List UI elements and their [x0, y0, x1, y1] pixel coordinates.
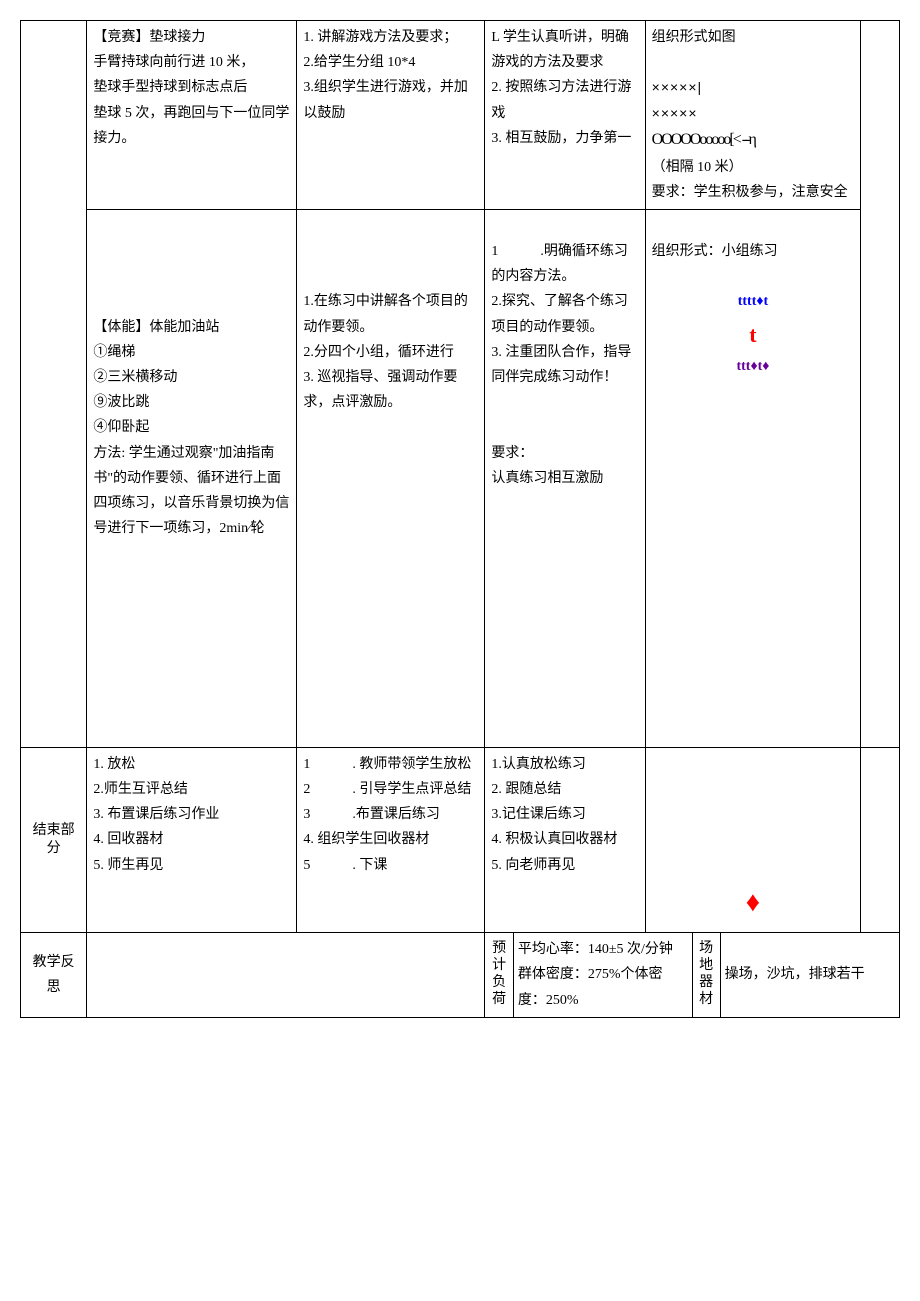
end-student-3: 3.记住课后练习	[491, 802, 638, 827]
cell-competition-org: 组织形式如图 ×××××| ××××× OOOOOooooo[< --η （相隔…	[645, 21, 861, 210]
cell-ending-student: 1.认真放松练习 2. 跟随总结 3.记住课后练习 4. 积极认真回收器材 5.…	[485, 747, 645, 932]
cell-load-label: 预计负荷	[485, 933, 513, 1017]
comp-teacher-2: 2.给学生分组 10*4	[303, 50, 478, 75]
comp-org-sym2: ×××××	[652, 101, 855, 126]
fitness-title: 【体能】体能加油站	[93, 315, 290, 340]
cell-reflection-empty	[87, 933, 485, 1018]
row-ending: 结束部分 1. 放松 2.师生互评总结 3. 布置课后练习作业 4. 回收器材 …	[21, 747, 900, 932]
cell-competition-student: L 学生认真听讲，明确游戏的方法及要求 2. 按照练习方法进行游戏 3. 相互鼓…	[485, 21, 645, 210]
end-teacher-5: 5 . 下课	[303, 853, 478, 878]
cell-fitness-content: 【体能】体能加油站 ①绳梯 ②三米横移动 ⑨波比跳 ④仰卧起 方法: 学生通过观…	[87, 209, 297, 747]
end-content-1: 1. 放松	[93, 752, 290, 777]
cell-competition-content: 【竞赛】垫球接力 手臂持球向前行进 10 米， 垫球手型持球到标志点后 垫球 5…	[87, 21, 297, 210]
lesson-plan-table: 【竞赛】垫球接力 手臂持球向前行进 10 米， 垫球手型持球到标志点后 垫球 5…	[20, 20, 900, 1018]
equip-label-text: 场地器材	[699, 941, 713, 1006]
fit-org-title: 组织形式：小组练习	[652, 239, 855, 264]
fit-student-req-label: 要求：	[491, 441, 638, 466]
end-org-diamond: ♦	[746, 887, 760, 918]
fitness-l2: ②三米横移动	[93, 365, 290, 390]
end-teacher-3: 3 .布置课后练习	[303, 802, 478, 827]
fit-student-3: 3. 注重团队合作，指导同伴完成练习动作！	[491, 340, 638, 390]
cell-competition-teacher: 1. 讲解游戏方法及要求； 2.给学生分组 10*4 3.组织学生进行游戏，并加…	[297, 21, 485, 210]
fit-student-req-text: 认真练习相互激励	[491, 466, 638, 491]
comp-student-2: 2. 按照练习方法进行游戏	[491, 75, 638, 125]
comp-student-3: 3. 相互鼓励，力争第一	[491, 126, 638, 151]
comp-teacher-3: 3.组织学生进行游戏，并加以鼓励	[303, 75, 478, 125]
section-ending-label: 结束部分	[21, 747, 87, 932]
reflection-label-text: 教学反思	[33, 955, 75, 995]
competition-title: 【竞赛】垫球接力	[93, 25, 290, 50]
fit-org-sym3: ttt♦t♦	[736, 359, 769, 374]
end-student-2: 2. 跟随总结	[491, 777, 638, 802]
end-content-2: 2.师生互评总结	[93, 777, 290, 802]
cell-fitness-student: 1 .明确循环练习的内容方法。 2.探究、了解各个练习项目的动作要领。 3. 注…	[485, 209, 645, 747]
cell-equip-content: 操场，沙坑，排球若干	[720, 933, 899, 1017]
comp-teacher-1: 1. 讲解游戏方法及要求；	[303, 25, 478, 50]
footer-nested-table: 预计负荷 平均心率：140±5 次/分钟 群体密度：275%个体密度：250% …	[485, 933, 899, 1017]
fit-teacher-3: 3. 巡视指导、强调动作要求，点评激励。	[303, 365, 478, 415]
cell-time-empty-1	[861, 21, 900, 748]
end-teacher-1: 1 . 教师带领学生放松	[303, 752, 478, 777]
end-student-5: 5. 向老师再见	[491, 853, 638, 878]
competition-line2: 垫球手型持球到标志点后	[93, 75, 290, 100]
cell-fitness-org: 组织形式：小组练习 tttt♦t t ttt♦t♦	[645, 209, 861, 747]
cell-footer-nested: 预计负荷 平均心率：140±5 次/分钟 群体密度：275%个体密度：250% …	[485, 933, 900, 1018]
comp-student-1: L 学生认真听讲，明确游戏的方法及要求	[491, 25, 638, 75]
end-teacher-4: 4. 组织学生回收器材	[303, 827, 478, 852]
fit-student-1: 1 .明确循环练习的内容方法。	[491, 239, 638, 289]
fit-org-sym2: t	[749, 322, 756, 347]
end-content-5: 5. 师生再见	[93, 853, 290, 878]
fitness-l1: ①绳梯	[93, 340, 290, 365]
load-label-text: 预计负荷	[492, 941, 506, 1006]
competition-line3: 垫球 5 次，再跑回与下一位同学接力。	[93, 101, 290, 151]
fitness-l4: ④仰卧起	[93, 415, 290, 440]
comp-org-sym3: OOOOOooooo[< --η	[652, 126, 855, 155]
end-student-1: 1.认真放松练习	[491, 752, 638, 777]
fit-org-sym1: tttt♦t	[738, 294, 768, 309]
cell-fitness-teacher: 1.在练习中讲解各个项目的动作要领。 2.分四个小组，循环进行 3. 巡视指导、…	[297, 209, 485, 747]
fit-teacher-2: 2.分四个小组，循环进行	[303, 340, 478, 365]
fitness-method: 方法: 学生通过观察"加油指南书"的动作要领、循环进行上面四项练习，以音乐背景切…	[93, 441, 290, 542]
load-text-1: 平均心率：140±5 次/分钟	[518, 937, 688, 962]
cell-time-empty-2	[861, 747, 900, 932]
comp-org-sym1: ×××××|	[652, 75, 855, 100]
equip-text: 操场，沙坑，排球若干	[725, 967, 865, 982]
cell-equip-label: 场地器材	[692, 933, 720, 1017]
cell-ending-teacher: 1 . 教师带领学生放松 2 . 引导学生点评总结 3 .布置课后练习 4. 组…	[297, 747, 485, 932]
fitness-l3: ⑨波比跳	[93, 390, 290, 415]
competition-line1: 手臂持球向前行进 10 米，	[93, 50, 290, 75]
row-footer: 教学反思 预计负荷 平均心率：140±5 次/分钟 群体密度：275%个体密度：…	[21, 933, 900, 1018]
load-text-2: 群体密度：275%个体密度：250%	[518, 962, 688, 1012]
comp-org-note2: 要求：学生积极参与，注意安全	[652, 180, 855, 205]
cell-reflection-label: 教学反思	[21, 933, 87, 1018]
end-student-4: 4. 积极认真回收器材	[491, 827, 638, 852]
cell-load-content: 平均心率：140±5 次/分钟 群体密度：275%个体密度：250%	[513, 933, 692, 1017]
end-content-4: 4. 回收器材	[93, 827, 290, 852]
cell-ending-org: ♦	[645, 747, 861, 932]
end-content-3: 3. 布置课后练习作业	[93, 802, 290, 827]
fit-teacher-1: 1.在练习中讲解各个项目的动作要领。	[303, 289, 478, 339]
cell-ending-content: 1. 放松 2.师生互评总结 3. 布置课后练习作业 4. 回收器材 5. 师生…	[87, 747, 297, 932]
comp-org-note1: （相隔 10 米）	[652, 155, 855, 180]
end-teacher-2: 2 . 引导学生点评总结	[303, 777, 478, 802]
row-competition: 【竞赛】垫球接力 手臂持球向前行进 10 米， 垫球手型持球到标志点后 垫球 5…	[21, 21, 900, 210]
row-fitness: 【体能】体能加油站 ①绳梯 ②三米横移动 ⑨波比跳 ④仰卧起 方法: 学生通过观…	[21, 209, 900, 747]
comp-org-title: 组织形式如图	[652, 25, 855, 50]
fit-student-2: 2.探究、了解各个练习项目的动作要领。	[491, 289, 638, 339]
section-main-empty	[21, 21, 87, 748]
ending-label-text: 结束部分	[27, 822, 80, 858]
